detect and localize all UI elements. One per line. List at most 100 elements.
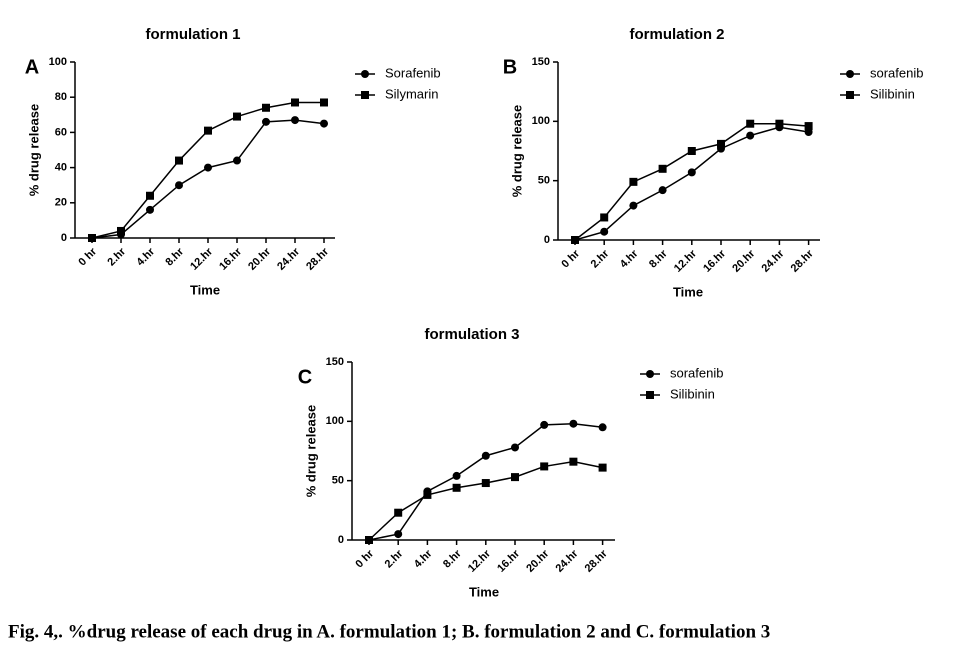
y-tick-label: 150 [326, 356, 344, 368]
data-point [804, 122, 813, 131]
data-point [117, 226, 125, 235]
data-point [88, 234, 96, 242]
data-point [746, 131, 755, 140]
legend-label: Sorafenib [385, 65, 441, 80]
data-point [687, 147, 696, 155]
data-point [204, 163, 212, 172]
data-point [571, 236, 579, 244]
data-point [233, 156, 241, 165]
x-tick-label: 8.hr [647, 247, 670, 270]
data-point [175, 181, 183, 190]
data-point [746, 119, 755, 128]
series-line [574, 126, 809, 241]
panel-letter: C [298, 366, 312, 388]
y-tick-label: 80 [55, 91, 67, 103]
data-point [629, 177, 638, 186]
y-axis-title: % drug release [509, 105, 524, 198]
legend-marker [846, 91, 854, 99]
x-tick-label: 24.hr [759, 247, 787, 275]
y-tick-label: 100 [49, 56, 67, 68]
data-point [629, 201, 638, 210]
x-tick-label: 4.hr [134, 245, 157, 268]
data-point [394, 530, 403, 539]
data-point [717, 139, 725, 148]
data-point [687, 168, 696, 177]
x-tick-label: 28.hr [789, 247, 817, 275]
data-point [262, 117, 270, 126]
x-axis-title: Time [469, 584, 499, 599]
legend-marker [361, 70, 369, 78]
data-point [452, 483, 461, 492]
data-point [204, 126, 212, 135]
y-tick-label: 50 [538, 175, 550, 187]
data-point [598, 423, 607, 432]
data-point [600, 213, 609, 222]
data-point [569, 419, 578, 428]
chart-title: formulation 2 [629, 26, 724, 43]
y-tick-label: 100 [326, 415, 344, 427]
x-tick-label: 8.hr [163, 245, 186, 268]
y-tick-label: 50 [332, 475, 344, 487]
x-tick-label: 2.hr [383, 547, 406, 570]
data-point [600, 227, 609, 236]
data-point [540, 420, 549, 429]
x-tick-label: 16.hr [701, 247, 729, 275]
data-point [262, 103, 270, 112]
y-tick-label: 20 [55, 197, 67, 209]
legend-marker [646, 391, 654, 399]
data-point [598, 463, 607, 472]
x-tick-label: 0 hr [559, 247, 582, 270]
x-tick-label: 20.hr [246, 245, 274, 273]
x-tick-label: 4.hr [412, 547, 435, 570]
data-point [233, 112, 241, 121]
y-tick-label: 40 [55, 162, 67, 174]
x-tick-label: 12.hr [466, 547, 494, 575]
y-tick-label: 0 [61, 232, 67, 244]
data-point [146, 191, 154, 200]
y-tick-label: 0 [338, 534, 344, 546]
data-point [511, 473, 519, 482]
x-axis-title: Time [673, 284, 703, 299]
data-point [146, 205, 154, 214]
data-point [775, 119, 784, 128]
x-tick-label: 16.hr [495, 547, 523, 575]
data-point [365, 536, 373, 544]
x-tick-label: 28.hr [304, 245, 332, 273]
legend-marker [646, 370, 654, 378]
legend-label: sorafenib [870, 65, 923, 80]
panel-letter: A [25, 56, 39, 78]
x-tick-label: 28.hr [583, 547, 611, 575]
legend-label: sorafenib [670, 365, 723, 380]
data-point [658, 186, 667, 195]
x-tick-label: 0 hr [353, 547, 376, 570]
chart-title: formulation 1 [145, 26, 240, 43]
x-tick-label: 20.hr [730, 247, 758, 275]
data-point [320, 119, 328, 128]
data-point [511, 443, 519, 452]
legend-marker [361, 91, 369, 99]
y-tick-label: 100 [532, 115, 550, 127]
caption: Fig. 4,. %drug release of each drug in A… [8, 621, 770, 642]
data-point [481, 479, 490, 488]
chart-title: formulation 3 [424, 326, 519, 343]
series-line [91, 119, 325, 239]
x-tick-label: 2.hr [105, 245, 128, 268]
y-tick-label: 0 [544, 234, 550, 246]
data-point [394, 508, 403, 517]
data-point [658, 164, 667, 173]
x-tick-label: 24.hr [553, 547, 581, 575]
x-tick-label: 24.hr [275, 245, 303, 273]
legend-label: Silibinin [670, 386, 715, 401]
x-tick-label: 0 hr [76, 245, 99, 268]
panel-letter: B [503, 56, 517, 78]
x-axis-title: Time [190, 282, 220, 297]
data-point [452, 471, 461, 480]
x-tick-label: 12.hr [188, 245, 216, 273]
legend-label: Silibinin [870, 86, 915, 101]
y-tick-label: 60 [55, 126, 67, 138]
data-point [175, 156, 183, 165]
x-tick-label: 16.hr [217, 245, 245, 273]
series-line [368, 460, 603, 541]
data-point [540, 462, 549, 471]
